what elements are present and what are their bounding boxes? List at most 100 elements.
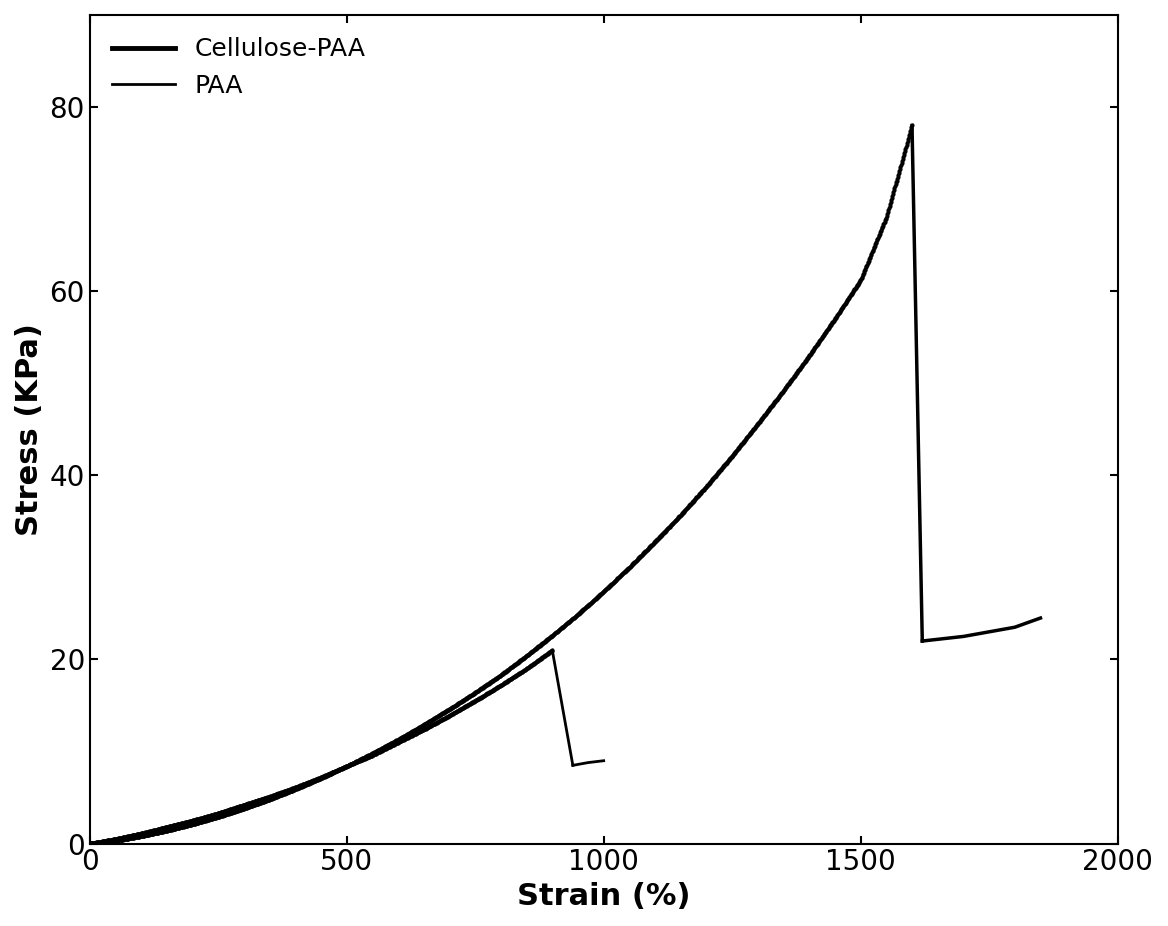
Point <box>130 830 148 845</box>
Point <box>298 777 317 792</box>
Point <box>416 721 434 736</box>
Point <box>230 803 249 818</box>
Point <box>397 727 416 742</box>
Point <box>324 766 342 781</box>
Point <box>814 329 833 344</box>
Point <box>744 422 763 437</box>
Point <box>748 418 766 432</box>
Point <box>338 758 356 773</box>
Point <box>341 757 360 771</box>
Point <box>196 809 215 824</box>
Point <box>348 754 367 769</box>
Point <box>596 582 614 597</box>
Point <box>239 799 258 814</box>
Point <box>620 560 639 575</box>
Point <box>137 828 155 843</box>
Point <box>113 830 132 845</box>
Point <box>360 749 378 764</box>
Point <box>339 758 357 773</box>
Point <box>131 829 150 844</box>
Point <box>258 793 277 807</box>
Point <box>502 671 521 686</box>
Point <box>889 169 908 184</box>
Point <box>458 691 477 706</box>
Point <box>154 820 173 835</box>
Point <box>389 732 408 746</box>
Point <box>492 668 510 682</box>
Point <box>182 814 201 829</box>
Point <box>194 810 213 825</box>
Point <box>430 708 449 723</box>
Point <box>530 652 549 667</box>
Point <box>338 758 356 773</box>
Point <box>204 807 223 821</box>
Point <box>523 644 542 658</box>
Point <box>558 615 577 630</box>
Point <box>673 507 691 521</box>
Point <box>495 675 514 690</box>
Point <box>158 820 176 834</box>
Point <box>296 776 314 791</box>
Point <box>739 428 758 443</box>
Point <box>467 684 486 699</box>
Point <box>781 373 800 388</box>
Point <box>557 616 576 631</box>
Point <box>173 820 192 834</box>
Point <box>331 762 349 777</box>
Point <box>487 670 506 685</box>
Point <box>741 427 759 442</box>
Point <box>133 829 152 844</box>
Point <box>91 835 110 850</box>
Point <box>296 776 314 791</box>
Point <box>257 794 276 808</box>
Point <box>318 768 336 782</box>
Point <box>654 525 673 540</box>
Point <box>224 801 243 816</box>
Point <box>797 353 815 368</box>
Point <box>403 724 422 739</box>
Point <box>765 395 784 410</box>
Point <box>840 290 858 305</box>
Point <box>159 823 178 838</box>
Point <box>361 748 380 763</box>
Point <box>408 721 426 736</box>
Point <box>258 790 277 805</box>
Point <box>410 724 429 739</box>
Point <box>793 357 812 372</box>
Point <box>763 398 781 413</box>
Point <box>816 325 835 340</box>
Point <box>364 745 383 760</box>
Point <box>849 275 868 290</box>
Point <box>210 809 229 824</box>
Point <box>443 700 461 715</box>
Point <box>750 414 769 429</box>
Point <box>458 691 477 706</box>
Point <box>716 457 735 472</box>
Point <box>517 648 536 663</box>
Point <box>216 804 235 819</box>
Point <box>833 301 851 316</box>
Point <box>799 349 818 364</box>
Point <box>835 298 854 313</box>
Point <box>112 831 131 845</box>
Point <box>269 789 287 804</box>
Point <box>225 801 244 816</box>
Point <box>877 208 896 223</box>
Point <box>536 647 555 662</box>
Point <box>403 728 422 743</box>
Point <box>301 774 320 789</box>
Point <box>451 703 470 718</box>
Point <box>394 730 412 745</box>
Point <box>565 609 584 624</box>
Point <box>543 628 562 643</box>
Point <box>308 771 327 786</box>
Point <box>412 723 431 738</box>
Point <box>98 834 117 849</box>
Point <box>474 688 493 703</box>
Point <box>188 812 207 827</box>
Point <box>152 821 171 836</box>
Point <box>531 651 550 666</box>
Point <box>477 678 495 693</box>
Point <box>649 531 668 545</box>
Point <box>236 801 255 816</box>
